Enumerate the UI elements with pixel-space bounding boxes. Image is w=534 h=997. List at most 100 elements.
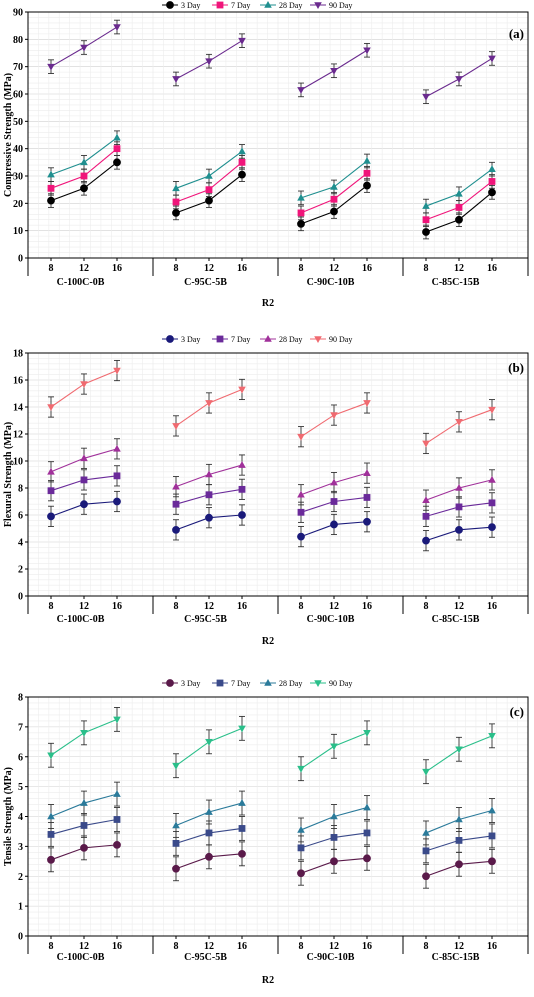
data-point	[455, 484, 463, 491]
data-point	[330, 207, 338, 216]
data-point	[47, 812, 55, 820]
y-tick-label: 6	[18, 511, 23, 522]
data-point	[47, 196, 55, 205]
y-tick-label: 0	[18, 932, 23, 943]
data-point	[422, 536, 430, 545]
data-point	[238, 461, 246, 468]
data-point	[422, 828, 430, 836]
x-tick-label: 16	[237, 601, 247, 612]
data-point	[422, 93, 430, 101]
data-point	[330, 834, 338, 841]
series-7-day	[47, 465, 496, 527]
data-point	[172, 423, 180, 430]
data-point	[422, 872, 430, 881]
data-point	[488, 499, 496, 507]
data-point	[113, 444, 121, 452]
legend-label: 3 Day	[181, 335, 200, 344]
x-tick-label: 16	[487, 941, 497, 952]
data-point	[330, 478, 338, 486]
data-point	[80, 730, 88, 737]
data-point	[238, 799, 246, 806]
data-point	[363, 494, 371, 501]
data-point	[80, 184, 88, 193]
x-tick-label: 16	[487, 601, 497, 612]
group-label: C-90C-10B	[307, 277, 355, 288]
data-point	[488, 806, 496, 814]
data-point	[238, 511, 246, 519]
legend-label: 7 Day	[231, 1, 250, 10]
group-label: C-95C-5B	[184, 614, 227, 625]
y-tick-label: 3	[18, 842, 23, 853]
data-point	[172, 864, 180, 873]
legend-marker	[216, 679, 224, 687]
legend-marker	[166, 1, 174, 9]
data-point	[113, 24, 121, 32]
data-point	[47, 170, 55, 178]
y-axis-title: Compressive Strength (MPa)	[3, 73, 14, 197]
x-tick-label: 16	[487, 263, 497, 274]
legend-label: 90 Day	[329, 335, 352, 344]
x-tick-label: 8	[299, 601, 304, 612]
legend-label: 28 Day	[279, 335, 302, 344]
data-point	[488, 832, 496, 840]
y-tick-label: 90	[13, 8, 23, 19]
y-tick-label: 60	[13, 90, 23, 101]
data-point	[455, 189, 463, 197]
data-point	[205, 739, 213, 746]
x-tick-label: 8	[424, 263, 429, 274]
data-point	[363, 469, 371, 476]
data-point	[297, 193, 305, 201]
data-point	[172, 500, 180, 508]
y-tick-label: 20	[13, 199, 23, 210]
x-tick-label: 12	[454, 263, 464, 274]
data-point	[238, 849, 246, 858]
panel-label: (c)	[510, 704, 524, 719]
data-point	[488, 165, 496, 172]
data-point	[47, 404, 55, 411]
series-3-day	[47, 832, 496, 889]
data-point	[80, 172, 88, 180]
data-point	[330, 412, 338, 420]
data-point	[297, 844, 305, 852]
legend-marker	[264, 335, 272, 342]
legend-label: 90 Day	[329, 1, 352, 10]
group-label: C-85C-15B	[432, 614, 480, 625]
series-7-day	[47, 141, 496, 228]
data-point	[113, 367, 121, 375]
data-point	[488, 178, 496, 185]
data-point	[455, 815, 463, 823]
data-point	[297, 87, 305, 94]
legend-label: 7 Day	[231, 679, 250, 688]
legend-label: 3 Day	[181, 679, 200, 688]
series-28-day	[47, 781, 496, 846]
data-point	[488, 733, 496, 740]
chart-panel-1: 0 10 20 30 40 50 60 70 80 90 Compressive Strength …	[3, 1, 529, 309]
data-point	[113, 133, 121, 141]
data-point	[113, 472, 121, 480]
data-point	[172, 482, 180, 490]
data-point	[205, 829, 213, 837]
y-tick-label: 18	[13, 349, 23, 360]
data-point	[363, 854, 371, 863]
data-point	[297, 825, 305, 833]
series-3-day	[47, 490, 496, 552]
data-point	[172, 76, 180, 83]
data-point	[238, 725, 246, 733]
x-tick-label: 12	[454, 941, 464, 952]
x-tick-label: 8	[174, 263, 179, 274]
group-label: C-85C-15B	[432, 277, 480, 288]
data-point	[422, 202, 430, 209]
data-point	[297, 765, 305, 773]
data-point	[330, 812, 338, 820]
x-tick-label: 12	[454, 601, 464, 612]
legend: 3 Day 7 Day 28 Day 90 Day	[162, 679, 352, 688]
group-label: C-95C-5B	[184, 952, 227, 963]
data-point	[488, 523, 496, 532]
y-axis-title: Tensile Strength (MPa)	[3, 767, 14, 866]
y-tick-label: 10	[13, 226, 23, 237]
data-point	[330, 182, 338, 190]
legend-marker	[166, 679, 174, 687]
y-tick-label: 12	[13, 430, 23, 441]
series-3-day	[47, 155, 496, 240]
